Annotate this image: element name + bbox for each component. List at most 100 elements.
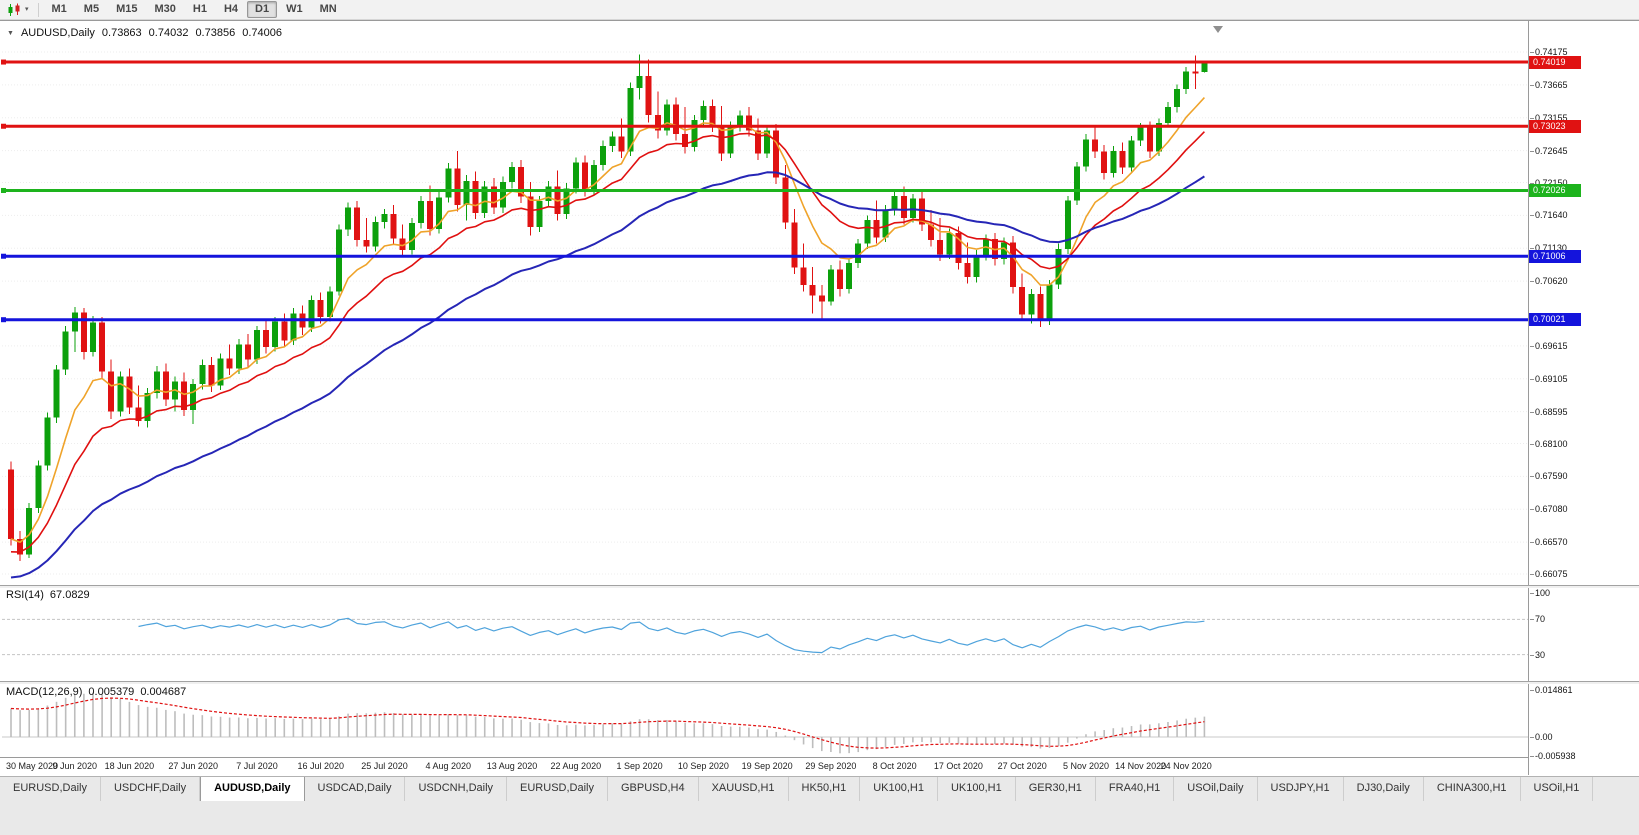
close-value: 0.74006: [242, 27, 282, 39]
hline-price-badge: 0.74019: [1529, 55, 1581, 69]
time-label: 18 Jun 2020: [104, 761, 155, 771]
rsi-level-label: 30: [1529, 649, 1546, 660]
time-label: 16 Jul 2020: [297, 761, 344, 771]
chart-tabs-bar: EURUSD,Daily USDCHF,Daily AUDUSD,Daily USDC…: [0, 776, 1639, 801]
hline-price-badge: 0.70021: [1529, 313, 1581, 327]
macd-scale-label: 0.014861: [1530, 685, 1573, 695]
price-tick: 0.72645: [1530, 145, 1568, 156]
time-label: 13 Aug 2020: [486, 761, 538, 771]
timeframe-button-m15[interactable]: M15: [116, 3, 138, 15]
time-label: 8 Oct 2020: [872, 761, 917, 771]
chart-tab-ger30-h1[interactable]: GER30,H1: [1015, 777, 1096, 801]
time-label: 22 Aug 2020: [550, 761, 602, 771]
price-tick: 0.71130: [1530, 243, 1567, 254]
macd-signal-value: 0.004687: [140, 686, 187, 698]
time-label: 1 Sep 2020: [616, 761, 663, 771]
hline-price-badge: 0.72026: [1529, 183, 1581, 197]
rsi-value: 67.0829: [49, 589, 90, 601]
macd-main-value: 0.005379: [88, 686, 135, 698]
rsi-header: RSI(14) 67.0829: [6, 589, 90, 601]
time-label: 14 Nov 2020: [1115, 761, 1167, 771]
time-label: 29 Sep 2020: [805, 761, 857, 771]
chart-tab-eurusd-daily[interactable]: EURUSD,Daily: [0, 777, 101, 801]
price-tick: 0.73665: [1530, 79, 1568, 90]
macd-label: MACD(12,26,9): [6, 686, 83, 698]
panel-splitter-macd[interactable]: [0, 681, 1639, 684]
rsi-level-label: 100: [1529, 588, 1551, 598]
timeframe-button-m5[interactable]: M5: [83, 3, 100, 15]
chart-tab-audusd-daily[interactable]: AUDUSD,Daily: [200, 777, 305, 801]
macd-scale-label: -0.005938: [1530, 750, 1576, 761]
window-bottom-filler: [0, 801, 1639, 835]
chart-tab-eurusd-daily[interactable]: EURUSD,Daily: [507, 777, 608, 801]
low-value: 0.73856: [195, 27, 236, 39]
chart-tab-usoil-h1[interactable]: USOil,H1: [1520, 777, 1594, 801]
chart-tab-uk100-h1[interactable]: UK100,H1: [937, 777, 1016, 801]
price-tick: 0.68595: [1530, 406, 1568, 417]
chart-tab-usdjpy-h1[interactable]: USDJPY,H1: [1257, 777, 1344, 801]
timeframe-toolbar: ▾ M1 M5 M15 M30 H1 H4 D1 W1 MN: [0, 0, 1639, 20]
timeframe-button-m1[interactable]: M1: [51, 3, 67, 15]
chart-ohlc-header: ▼ AUDUSD,Daily 0.73863 0.74032 0.73856 0…: [7, 27, 282, 39]
timeframe-button-mn[interactable]: MN: [319, 3, 337, 15]
chart-tab-usdcnh-daily[interactable]: USDCNH,Daily: [405, 777, 508, 801]
price-tick: 0.66570: [1530, 537, 1568, 548]
hline-price-badge: 0.71006: [1529, 249, 1581, 263]
chart-tab-gbpusd-h4[interactable]: GBPUSD,H4: [608, 777, 699, 801]
chart-tab-xauusd-h1[interactable]: XAUUSD,H1: [698, 777, 789, 801]
time-label: 17 Oct 2020: [933, 761, 983, 771]
chart-tab-dj30-daily[interactable]: DJ30,Daily: [1343, 777, 1424, 801]
time-label: 7 Jul 2020: [236, 761, 278, 771]
time-label: 9 Jun 2020: [52, 761, 98, 771]
time-label: 24 Nov 2020: [1160, 761, 1212, 771]
price-tick: 0.74175: [1530, 47, 1568, 57]
price-tick: 0.67080: [1530, 504, 1568, 515]
chevron-down-icon: ▾: [25, 5, 29, 13]
macd-header: MACD(12,26,9) 0.005379 0.004687: [6, 686, 186, 698]
chart-tab-usoil-daily[interactable]: USOil,Daily: [1174, 777, 1258, 801]
symbol-label: AUDUSD,Daily: [20, 27, 95, 39]
timeframe-button-h1[interactable]: H1: [192, 3, 207, 15]
price-tick: 0.69615: [1530, 340, 1568, 351]
price-tick: 0.67590: [1530, 471, 1568, 482]
panel-splitter-rsi[interactable]: [0, 585, 1639, 588]
time-label: 10 Sep 2020: [677, 761, 729, 771]
time-axis[interactable]: 30 May 2020 9 Jun 2020 18 Jun 2020 27 Jun 2…: [0, 757, 1528, 775]
hline-price-badge: 0.73023: [1529, 119, 1581, 133]
symbol-caret-icon: ▼: [7, 30, 14, 37]
chart-tab-usdchf-daily[interactable]: USDCHF,Daily: [100, 777, 201, 801]
time-label: 30 May 2020: [5, 761, 59, 771]
open-value: 0.73863: [101, 27, 142, 39]
time-label: 27 Jun 2020: [168, 761, 218, 771]
price-tick: 0.69105: [1530, 373, 1568, 384]
timeframe-buttons-group: M1 M5 M15 M30 H1 H4 D1 W1 MN: [44, 1, 345, 18]
rsi-level-label: 70: [1529, 614, 1546, 625]
price-tick: 0.73155: [1530, 112, 1568, 123]
time-label: 4 Aug 2020: [425, 761, 472, 771]
chart-type-button[interactable]: ▾: [3, 2, 33, 18]
rsi-label: RSI(14): [6, 589, 44, 601]
price-tick: 0.72150: [1530, 177, 1568, 188]
chart-tab-usdcad-daily[interactable]: USDCAD,Daily: [304, 777, 406, 801]
price-tick: 0.70620: [1530, 276, 1568, 287]
chart-tab-uk100-h1[interactable]: UK100,H1: [860, 777, 938, 801]
time-label: 5 Nov 2020: [1062, 761, 1109, 771]
chart-tab-fra40-h1[interactable]: FRA40,H1: [1095, 777, 1175, 801]
chart-tab-china300-h1[interactable]: CHINA300,H1: [1423, 777, 1521, 801]
time-label: 27 Oct 2020: [997, 761, 1047, 771]
high-value: 0.74032: [148, 27, 189, 39]
chart-window[interactable]: [0, 20, 1639, 776]
price-tick: 0.68100: [1530, 438, 1568, 449]
price-scale[interactable]: 0.74175 0.73665 0.73155 0.72645 0.72150 0.716…: [1528, 21, 1639, 775]
price-tick: 0.71640: [1530, 210, 1568, 221]
timeframe-button-w1[interactable]: W1: [286, 3, 303, 15]
chart-tab-hk50-h1[interactable]: HK50,H1: [788, 777, 861, 801]
timeframe-button-d1[interactable]: D1: [247, 1, 278, 18]
time-label: 25 Jul 2020: [361, 761, 408, 771]
price-tick: 0.66075: [1530, 569, 1568, 579]
timeframe-button-h4[interactable]: H4: [223, 3, 239, 15]
timeframe-button-m30[interactable]: M30: [154, 3, 176, 15]
candlestick-chart-icon: [8, 3, 20, 16]
toolbar-separator: [37, 2, 39, 17]
